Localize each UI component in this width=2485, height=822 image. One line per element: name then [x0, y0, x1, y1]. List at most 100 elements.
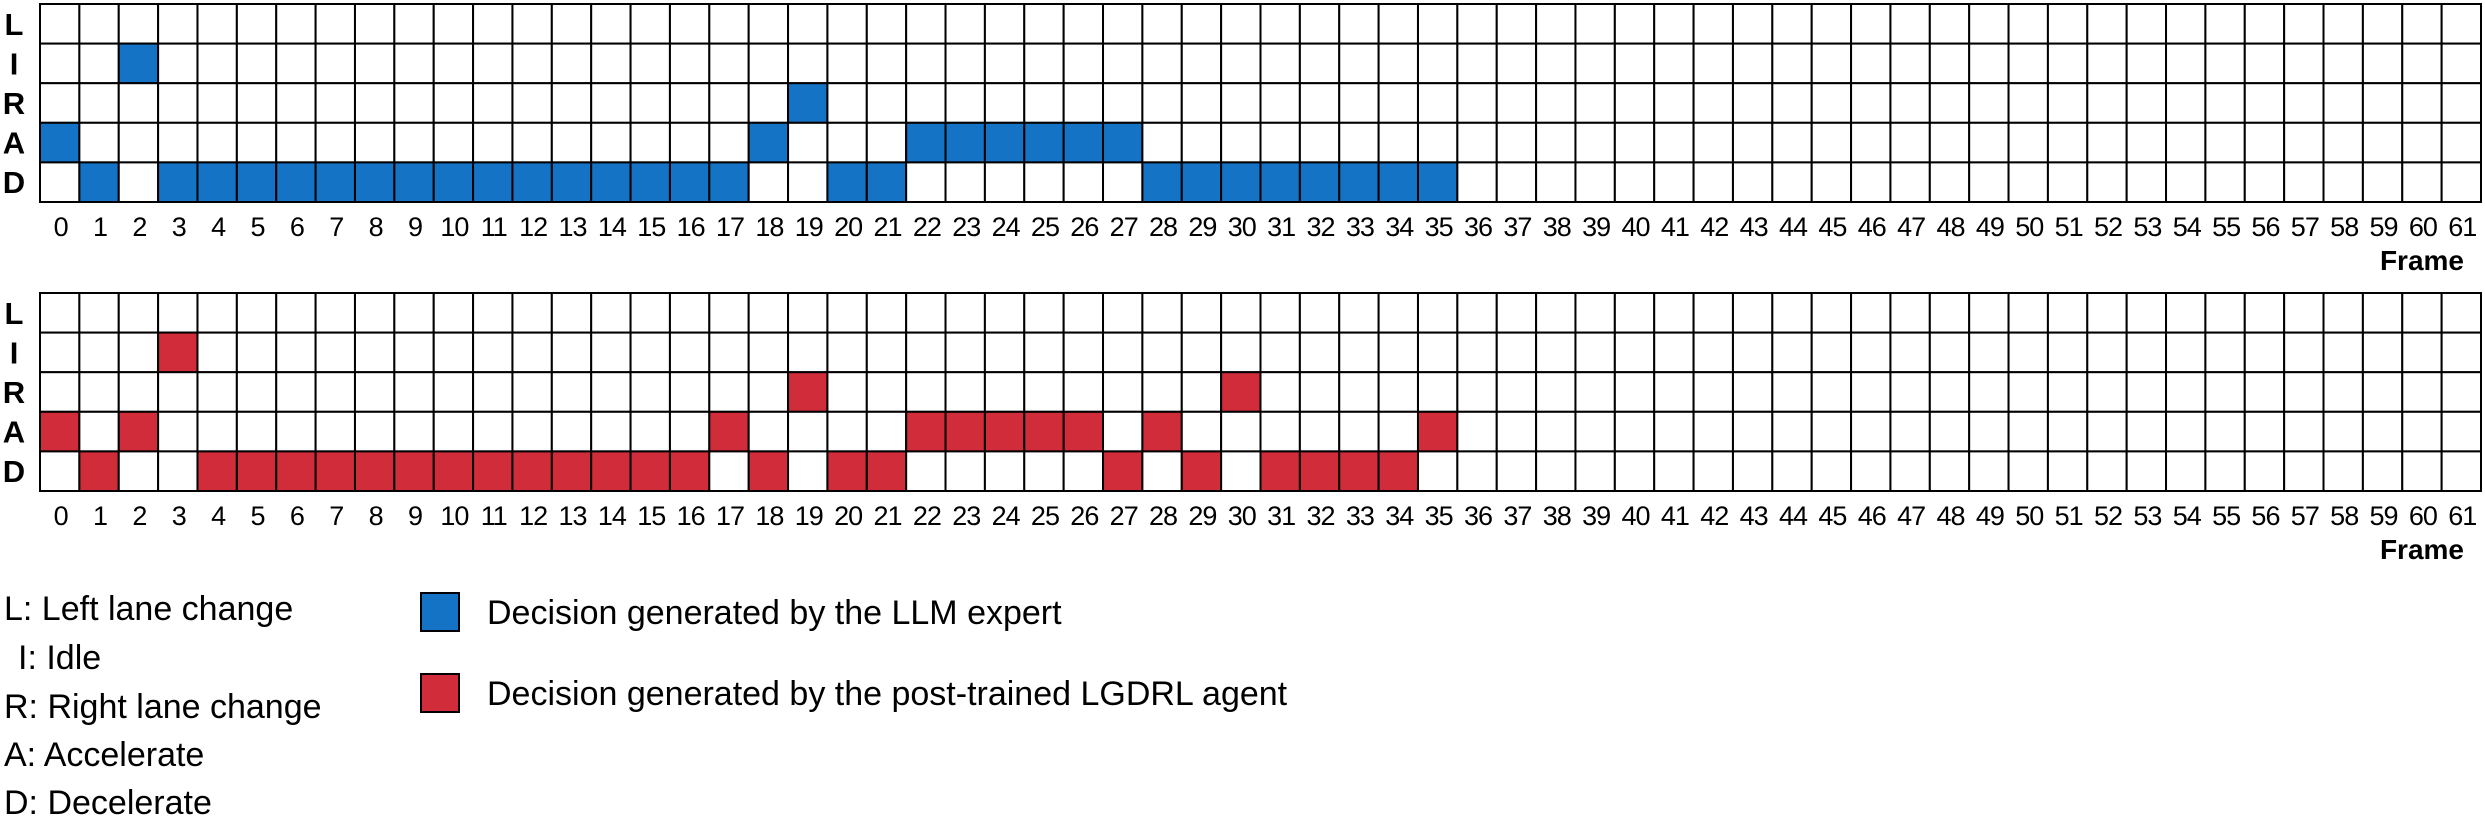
- tick-label: 14: [598, 212, 627, 242]
- grid-cell: [235, 42, 278, 85]
- grid-cell: [1298, 371, 1341, 413]
- grid-cell: [1574, 161, 1616, 203]
- grid-cell: [1259, 410, 1301, 453]
- grid-cell: [1298, 82, 1341, 124]
- tick-label: 10: [440, 501, 468, 531]
- grid-cell: [905, 331, 947, 374]
- grid-cell: [983, 331, 1026, 374]
- tick-label: 4: [211, 501, 226, 531]
- row-label-l: L: [5, 296, 24, 331]
- legend-key-r: R: Right lane change: [4, 688, 322, 726]
- grid-cell: [1416, 371, 1459, 413]
- grid-cell: [393, 82, 435, 124]
- decision-cell: [196, 161, 238, 203]
- grid-cell: [2007, 371, 2049, 413]
- grid-cell: [708, 450, 750, 492]
- decision-cell: [668, 450, 711, 492]
- grid-cell: [1613, 42, 1656, 85]
- grid-cell: [157, 450, 199, 492]
- grid-cell: [196, 121, 238, 164]
- grid-cell: [1731, 371, 1774, 413]
- tick-label: 2: [132, 212, 146, 242]
- grid-cell: [1456, 450, 1498, 492]
- grid-cell: [550, 331, 593, 374]
- grid-cell: [2361, 331, 2404, 374]
- grid-cell: [2165, 3, 2207, 45]
- grid-cell: [2007, 292, 2049, 334]
- grid-cell: [1180, 42, 1223, 85]
- grid-cell: [2204, 450, 2246, 492]
- tick-label: 1: [93, 212, 107, 242]
- grid-cell: [511, 82, 553, 124]
- grid-cell: [1968, 410, 2010, 453]
- grid-cell: [1298, 331, 1341, 374]
- grid-cell: [865, 331, 908, 374]
- grid-cell: [1850, 371, 1892, 413]
- decision-cell: [1023, 121, 1065, 164]
- grid-cell: [1574, 331, 1616, 374]
- row-label-l: L: [5, 7, 24, 42]
- grid-cell: [1495, 3, 1538, 45]
- decision-cell: [432, 450, 475, 492]
- row-label-r: R: [3, 375, 25, 410]
- grid-cell: [117, 3, 160, 45]
- grid-cell: [117, 331, 160, 374]
- grid-cell: [1416, 450, 1459, 492]
- grid-cell: [1023, 371, 1065, 413]
- grid-cell: [275, 410, 317, 453]
- grid-cell: [1495, 410, 1538, 453]
- grid-cell: [1338, 121, 1380, 164]
- decision-cell: [708, 410, 750, 453]
- grid-cell: [2007, 3, 2049, 45]
- tick-label: 42: [1700, 501, 1728, 531]
- grid-cell: [1220, 292, 1262, 334]
- grid-cell: [2204, 82, 2246, 124]
- grid-cell: [235, 121, 278, 164]
- grid-cell: [1102, 42, 1144, 85]
- decision-cell: [157, 331, 199, 374]
- grid-cell: [275, 292, 317, 334]
- row-label-d: D: [3, 454, 25, 489]
- tick-label: 8: [369, 501, 383, 531]
- tick-label: 13: [558, 212, 586, 242]
- grid-cell: [2283, 121, 2325, 164]
- grid-cell: [629, 331, 671, 374]
- grid-cell: [472, 371, 514, 413]
- grid-cell: [1653, 410, 1695, 453]
- grid-cell: [668, 42, 711, 85]
- grid-cell: [275, 82, 317, 124]
- grid-cell: [1495, 121, 1538, 164]
- grid-cell: [1023, 42, 1065, 85]
- tick-label: 9: [408, 501, 422, 531]
- tick-label: 21: [873, 212, 901, 242]
- decision-cell: [787, 82, 829, 124]
- grid-cell: [1928, 121, 1971, 164]
- tick-label: 38: [1543, 501, 1571, 531]
- grid-cell: [1771, 3, 1813, 45]
- grid-cell: [1338, 82, 1380, 124]
- grid-cell: [590, 82, 632, 124]
- grid-cell: [1456, 161, 1498, 203]
- grid-cell: [2165, 161, 2207, 203]
- grid-cell: [1456, 410, 1498, 453]
- decision-cell: [590, 450, 632, 492]
- grid-cell: [1535, 450, 1577, 492]
- grid-cell: [1889, 3, 1931, 45]
- grid-cell: [1653, 371, 1695, 413]
- grid-cell: [1928, 161, 1971, 203]
- tick-label: 29: [1188, 212, 1216, 242]
- decision-cell: [747, 450, 790, 492]
- tick-label: 36: [1464, 501, 1492, 531]
- decision-cell: [1298, 450, 1341, 492]
- grid-cell: [196, 42, 238, 85]
- grid-cell: [353, 410, 396, 453]
- grid-cell: [1810, 42, 1853, 85]
- grid-cell: [826, 410, 868, 453]
- row-label-i: I: [10, 335, 19, 370]
- grid-cell: [590, 410, 632, 453]
- grid-cell: [78, 121, 120, 164]
- decision-cell: [629, 161, 671, 203]
- grid-cell: [1141, 42, 1183, 85]
- tick-label: 31: [1267, 501, 1295, 531]
- grid-cell: [1298, 121, 1341, 164]
